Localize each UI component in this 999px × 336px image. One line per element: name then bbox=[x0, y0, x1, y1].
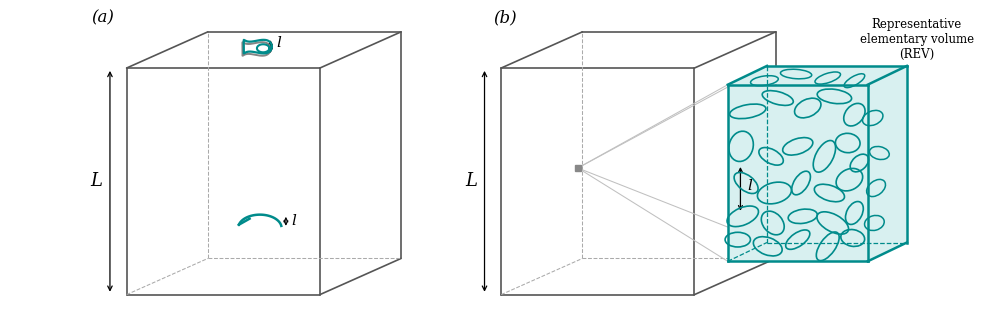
Text: L: L bbox=[91, 172, 103, 190]
Polygon shape bbox=[728, 66, 907, 85]
Text: (b): (b) bbox=[493, 10, 516, 27]
Text: l: l bbox=[292, 214, 297, 228]
Text: Representative
elementary volume
(REV): Representative elementary volume (REV) bbox=[860, 18, 974, 61]
Text: l: l bbox=[747, 178, 752, 193]
Polygon shape bbox=[728, 85, 868, 261]
Polygon shape bbox=[868, 66, 907, 261]
Text: l: l bbox=[277, 36, 282, 50]
Text: L: L bbox=[466, 172, 478, 190]
Text: (a): (a) bbox=[92, 10, 115, 27]
